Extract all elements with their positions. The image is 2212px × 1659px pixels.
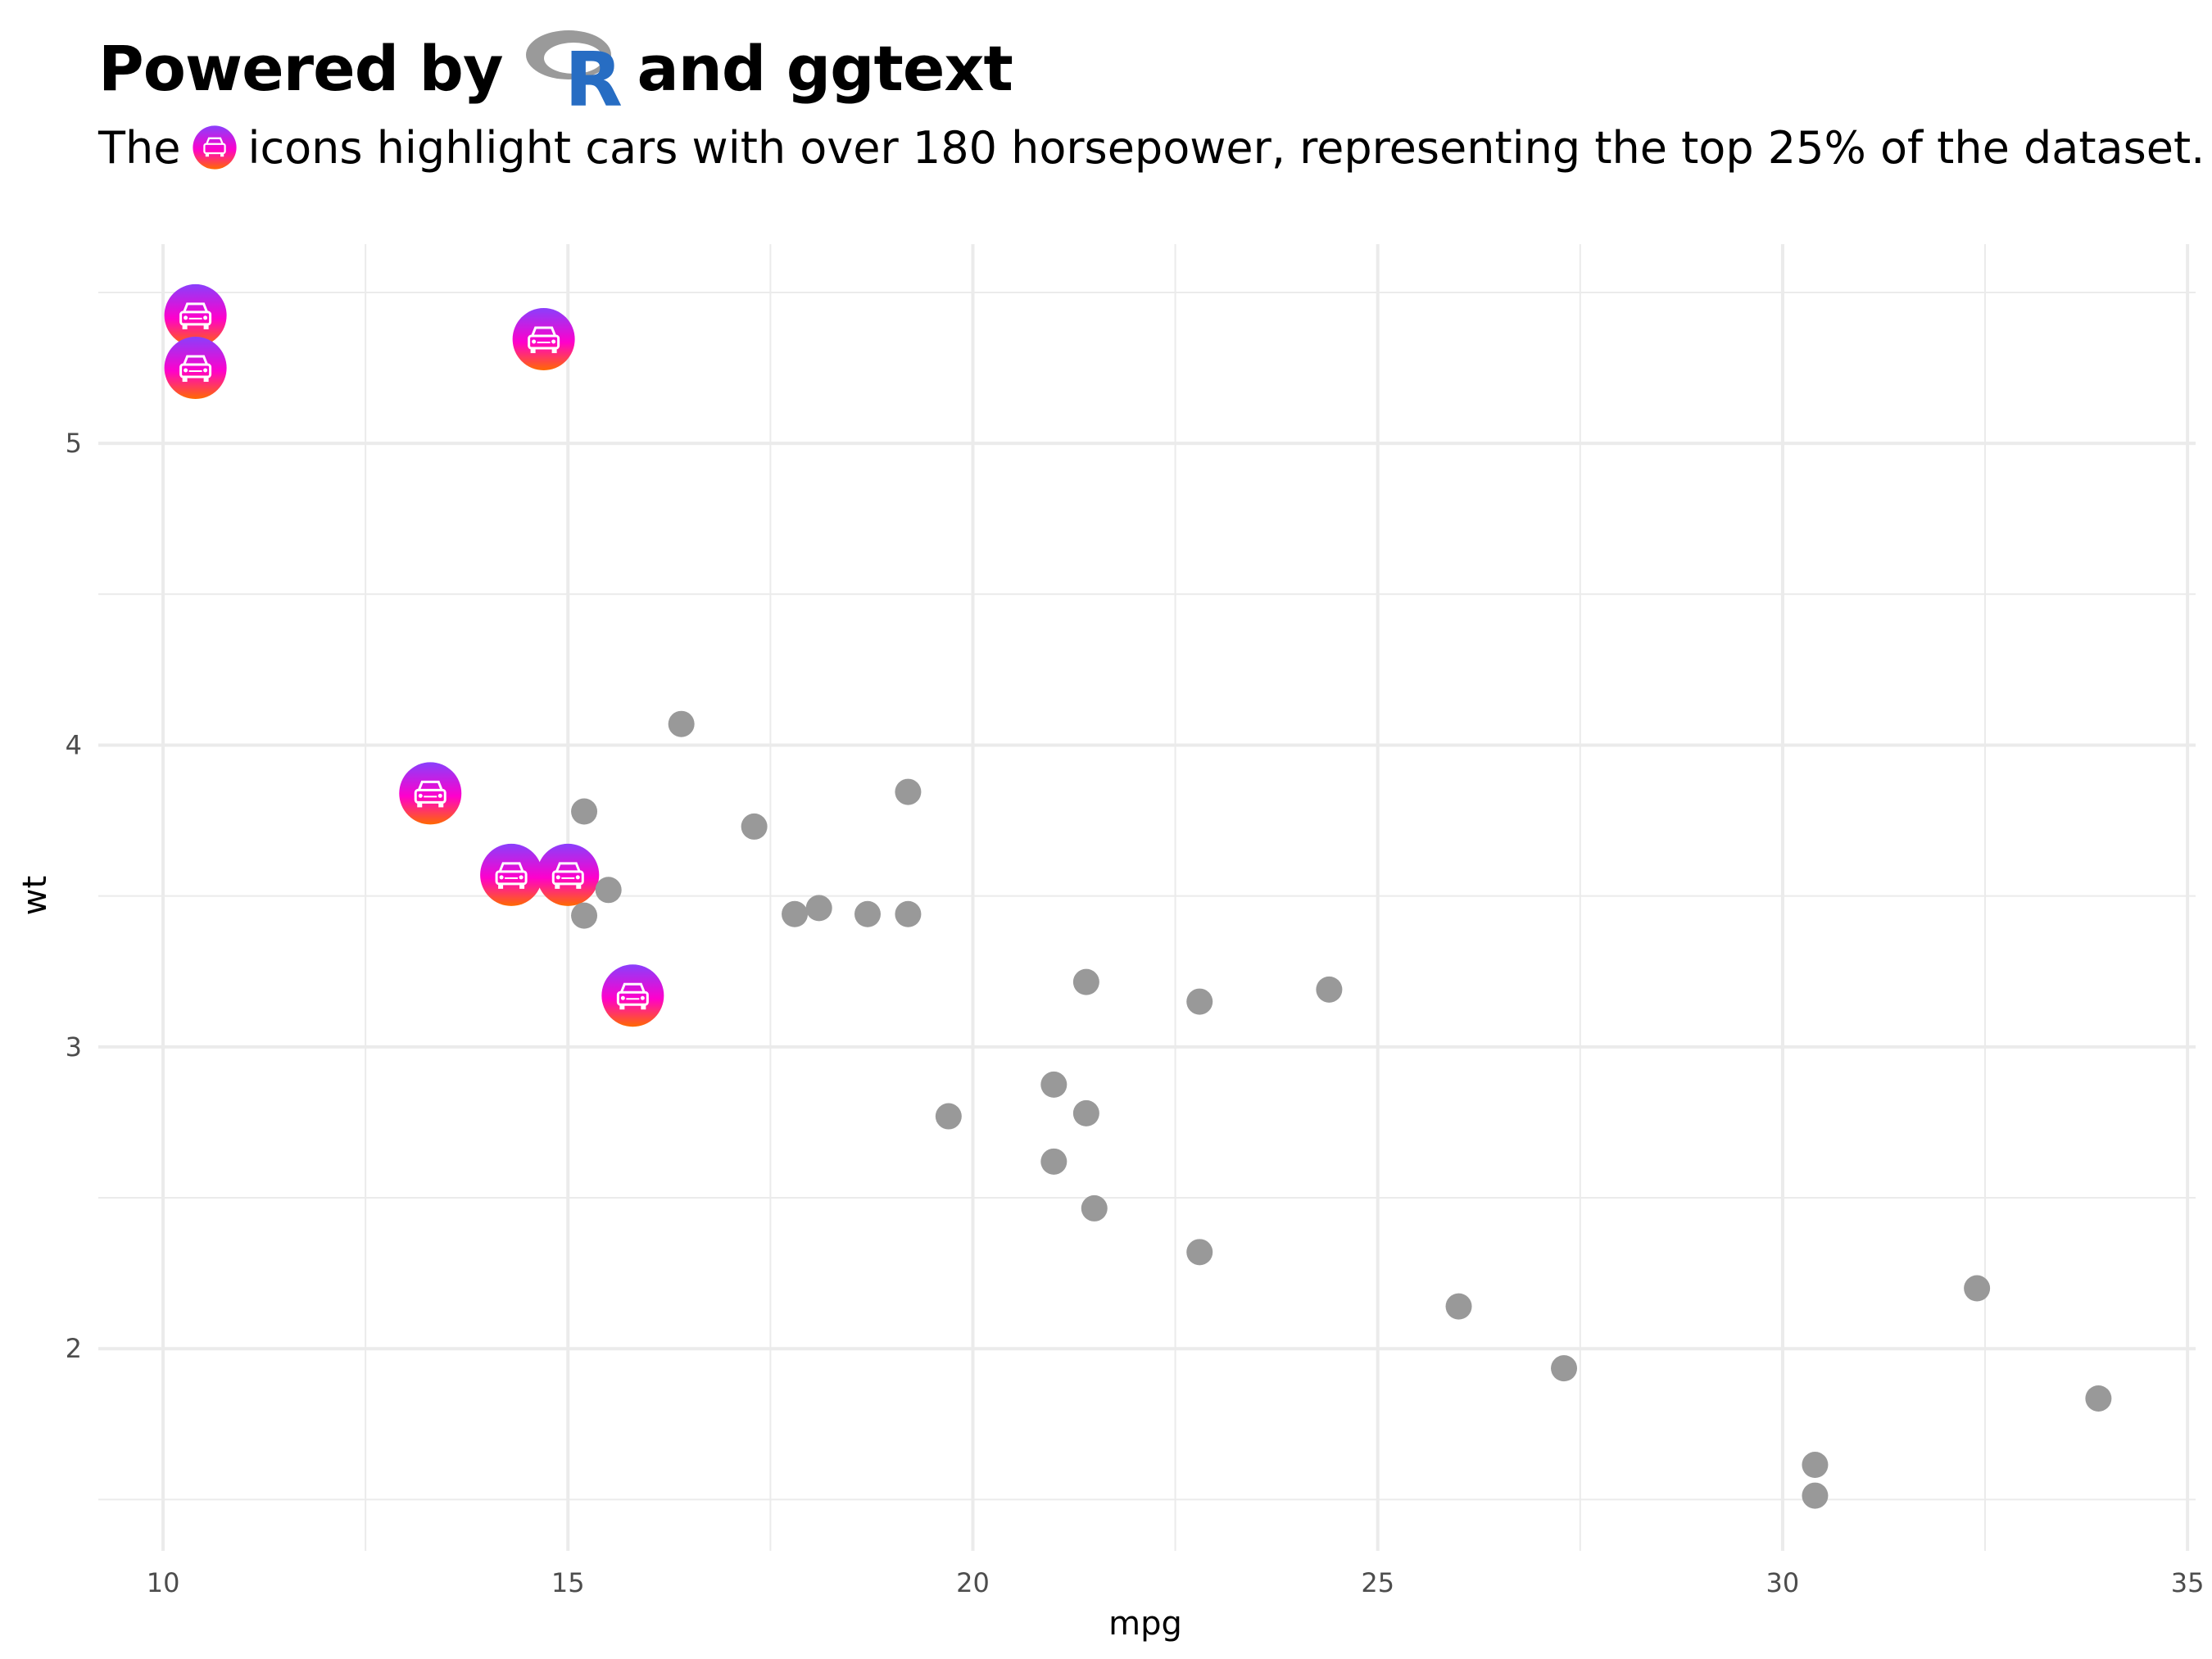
data-point — [1072, 1099, 1099, 1126]
y-tick-label: 5 — [66, 428, 82, 459]
data-point — [895, 778, 922, 805]
data-point-car-icon — [512, 308, 575, 371]
data-point — [1964, 1275, 1991, 1302]
x-tick-label: 35 — [2171, 1567, 2205, 1598]
data-point — [854, 900, 881, 927]
data-point-car-icon — [601, 964, 664, 1027]
y-tick-label: 2 — [66, 1333, 82, 1364]
data-point — [1040, 1148, 1067, 1175]
data-point — [1316, 976, 1343, 1003]
x-tick-label: 30 — [1766, 1567, 1800, 1598]
y-axis-ticks: 2 3 4 5 — [66, 428, 82, 1364]
data-point — [571, 798, 598, 825]
title-text-after: and ggtext — [637, 31, 1013, 105]
r-logo-icon: R — [525, 30, 621, 109]
data-points — [164, 283, 2112, 1509]
r-logo-letter: R — [564, 36, 621, 109]
data-point — [1445, 1293, 1472, 1320]
data-point — [741, 813, 768, 840]
data-point-car-icon — [537, 843, 600, 906]
data-point — [895, 900, 922, 927]
subtitle-text-after: icons highlight cars with over 180 horse… — [247, 121, 2205, 174]
data-point — [1072, 968, 1099, 995]
data-point — [1802, 1482, 1829, 1509]
y-axis-title: wt — [16, 876, 54, 915]
data-point — [571, 902, 598, 929]
data-point — [1040, 1071, 1067, 1098]
plot-grid — [98, 244, 2196, 1551]
chart-subtitle: The icons highlight cars with over 180 h… — [98, 115, 2205, 180]
data-point-car-icon — [164, 283, 227, 347]
title-text-before: Powered by — [98, 31, 503, 105]
x-tick-label: 20 — [956, 1567, 990, 1598]
x-tick-label: 15 — [551, 1567, 585, 1598]
data-point — [1081, 1194, 1108, 1222]
data-point — [782, 900, 809, 927]
data-point — [1802, 1452, 1829, 1479]
data-point — [2085, 1385, 2112, 1412]
data-point-car-icon — [480, 843, 543, 906]
x-axis-title: mpg — [1108, 1605, 1182, 1643]
x-tick-label: 10 — [147, 1567, 180, 1598]
data-point — [668, 710, 695, 737]
y-tick-label: 3 — [66, 1031, 82, 1063]
data-point-car-icon — [164, 337, 227, 400]
x-axis-ticks: 10 15 20 25 30 35 — [147, 1567, 2205, 1598]
y-tick-label: 4 — [66, 729, 82, 760]
data-point — [1551, 1355, 1578, 1382]
x-tick-label: 25 — [1361, 1567, 1394, 1598]
data-point — [805, 895, 832, 922]
data-point — [935, 1103, 962, 1130]
chart-title: Powered by R and ggtext — [98, 23, 1013, 113]
car-badge-icon — [193, 125, 238, 170]
data-point — [1186, 1239, 1213, 1266]
data-point-car-icon — [399, 762, 462, 825]
subtitle-text-before: The — [98, 121, 181, 174]
data-point — [595, 877, 622, 904]
data-point — [1186, 988, 1213, 1015]
